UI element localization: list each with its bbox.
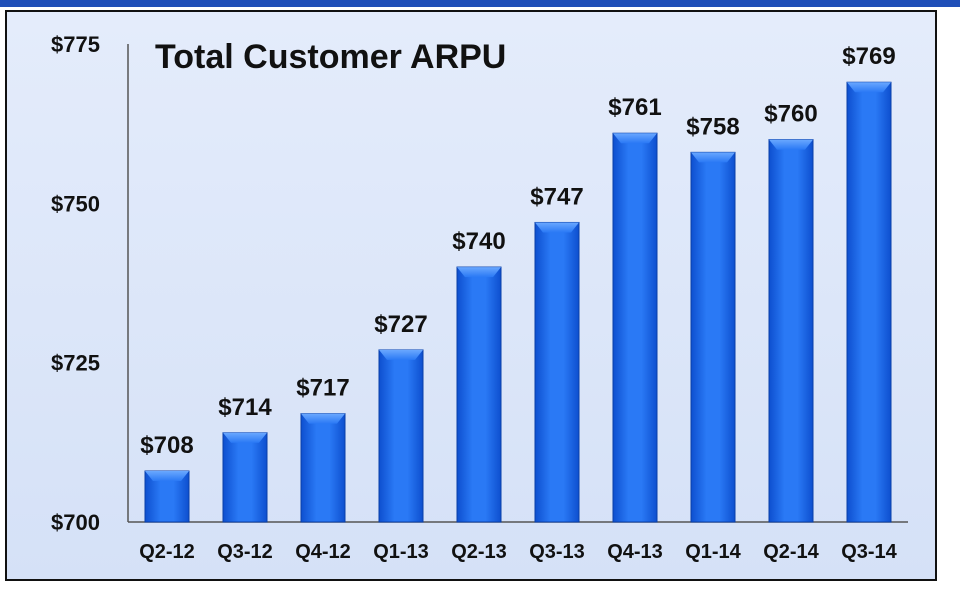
bar-cap [769, 139, 813, 150]
category-label: Q1-14 [685, 541, 741, 563]
value-label: $727 [374, 311, 427, 338]
category-label: Q3-13 [529, 541, 585, 563]
bar-cap [691, 152, 735, 163]
category-label: Q2-12 [139, 541, 195, 563]
category-label: Q2-14 [763, 541, 819, 563]
value-label: $717 [296, 375, 349, 402]
value-label: $708 [140, 432, 193, 459]
y-tick-labels: $700 $725 $750 $775 [51, 32, 100, 535]
value-label: $740 [452, 228, 505, 255]
value-labels-group: $708 $714 $717 $727 $740 $747 $761 $758 $760 $769 [140, 43, 895, 459]
bar-body [612, 132, 658, 523]
bar-body [534, 221, 580, 523]
bar [690, 151, 736, 523]
bar [846, 81, 892, 523]
value-label: $714 [218, 394, 272, 421]
top-accent-bar [0, 0, 960, 7]
category-label: Q1-13 [373, 541, 429, 563]
bar [300, 413, 346, 523]
bar-body [378, 349, 424, 523]
y-tick-label: $725 [51, 351, 100, 376]
bar [612, 132, 658, 523]
value-label: $761 [608, 94, 661, 121]
y-tick-label: $775 [51, 32, 100, 57]
bar [378, 349, 424, 523]
value-label: $758 [686, 113, 739, 140]
bar-body [690, 151, 736, 523]
category-label: Q4-13 [607, 541, 663, 563]
bar-cap [223, 432, 267, 443]
category-label: Q2-13 [451, 541, 507, 563]
value-label: $769 [842, 43, 895, 70]
bar-cap [613, 133, 657, 144]
bar-cap [145, 471, 189, 482]
category-label: Q4-12 [295, 541, 351, 563]
bar-body [456, 266, 502, 523]
bar [456, 266, 502, 523]
bar-body [300, 413, 346, 523]
bar-body [846, 81, 892, 523]
bar-cap [379, 349, 423, 360]
chart-title: Total Customer ARPU [155, 38, 506, 76]
category-label: Q3-14 [841, 541, 897, 563]
value-label: $760 [764, 101, 817, 128]
bar [534, 221, 580, 523]
bar-body [222, 432, 268, 523]
value-label: $747 [530, 183, 583, 210]
bar-cap [301, 413, 345, 424]
bar-body [768, 139, 814, 523]
bar [144, 470, 190, 523]
bar-cap [535, 222, 579, 233]
bars-group [144, 81, 892, 523]
y-tick-label: $750 [51, 191, 100, 216]
bar-cap [847, 82, 891, 93]
category-label: Q3-12 [217, 541, 273, 563]
bar [768, 139, 814, 523]
y-tick-label: $700 [51, 510, 100, 535]
bar [222, 432, 268, 523]
bar-cap [457, 267, 501, 278]
category-labels-group: Q2-12 Q3-12 Q4-12 Q1-13 Q2-13 Q3-13 Q4-13 Q1-14… [139, 541, 897, 563]
